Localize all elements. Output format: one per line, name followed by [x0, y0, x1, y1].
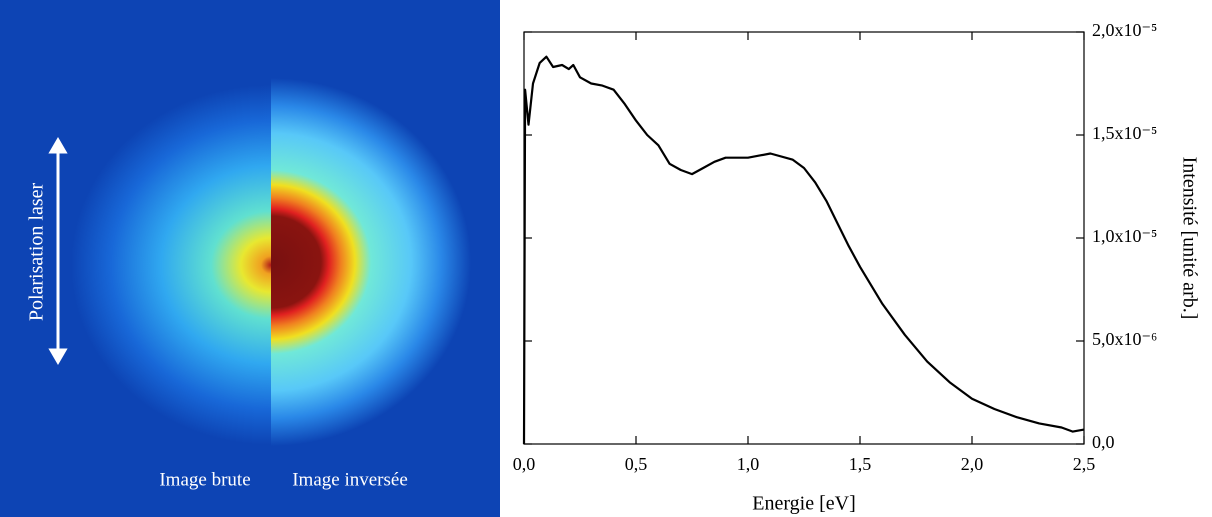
- polarisation-label: Polarisation laser: [26, 183, 48, 322]
- y-axis-title: Intensité [unité arb.]: [1178, 157, 1200, 320]
- y-tick-label: 1,0x10⁻⁵: [1092, 226, 1157, 246]
- line-series: [522, 55, 1085, 445]
- y-tick-label: 5,0x10⁻⁶: [1092, 329, 1157, 349]
- raw-label: Image brute: [159, 469, 250, 490]
- inverted-label: Image inversée: [292, 469, 408, 490]
- y-tick-label: 2,0x10⁻⁵: [1092, 20, 1157, 40]
- vmi-image: Polarisation laser Image brute Image inv…: [0, 0, 500, 517]
- x-tick-label: 0,5: [625, 454, 648, 474]
- y-tick-label: 0,0: [1092, 432, 1115, 452]
- y-tick-label: 1,5x10⁻⁵: [1092, 123, 1157, 143]
- plot-frame: [523, 31, 1085, 445]
- x-tick-label: 2,0: [961, 454, 984, 474]
- x-tick-label: 2,5: [1073, 454, 1096, 474]
- x-axis-title: Energie [eV]: [752, 493, 855, 515]
- x-tick-label: 1,5: [849, 454, 872, 474]
- x-tick-label: 0,0: [513, 454, 536, 474]
- chart: Energie [eV] Intensité [unité arb.] 0,0 0…: [513, 20, 1201, 514]
- x-tick-label: 1,0: [737, 454, 760, 474]
